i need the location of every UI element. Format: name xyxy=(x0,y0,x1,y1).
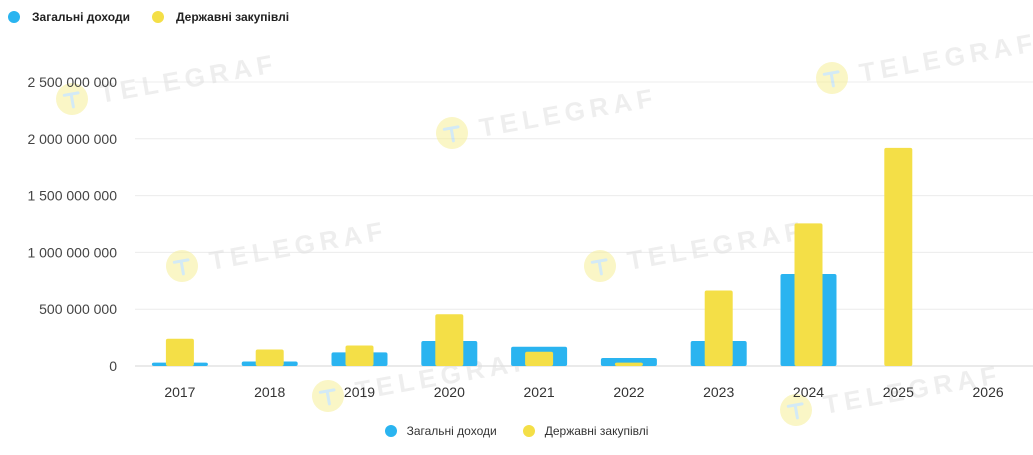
bottom-legend-label-procurement: Державні закупівлі xyxy=(544,424,649,438)
watermark-logo-mark xyxy=(318,388,336,406)
bottom-legend-dot-total-income xyxy=(384,425,397,437)
watermark-logo-mark xyxy=(822,70,840,88)
bar-procurement-2018[interactable] xyxy=(255,349,284,366)
watermark-logo-mark xyxy=(172,258,190,276)
bottom-legend-item-total-income[interactable]: Загальні доходи xyxy=(384,424,497,438)
bottom-legend-dot-procurement xyxy=(522,425,535,437)
y-tick-label: 1 000 000 000 xyxy=(27,244,117,260)
legend-item-total-income[interactable]: Загальні доходи xyxy=(8,10,130,24)
bar-procurement-2021[interactable] xyxy=(525,351,554,366)
watermark-logo-mark xyxy=(62,91,80,109)
bottom-legend: Загальні доходи Державні закупівлі xyxy=(0,424,1033,438)
watermark-logo-mark xyxy=(786,402,804,420)
legend-item-procurement[interactable]: Державні закупівлі xyxy=(151,10,290,24)
y-tick-label: 1 500 000 000 xyxy=(27,188,117,204)
y-axis-tick-labels: 0 500 000 000 1 000 000 000 1 500 000 000 2 … xyxy=(27,74,117,374)
x-tick-label: 2023 xyxy=(703,384,734,400)
bar-total-income-2022[interactable] xyxy=(600,358,657,366)
watermark-text: TELEGRAF xyxy=(97,48,280,109)
bar-procurement-2024[interactable] xyxy=(794,223,823,366)
y-tick-label: 500 000 000 xyxy=(39,301,117,317)
bar-procurement-2023[interactable] xyxy=(704,290,733,366)
bottom-legend-item-procurement[interactable]: Державні закупівлі xyxy=(522,424,649,438)
bar-procurement-2017[interactable] xyxy=(165,338,194,366)
telegraf-watermark: TELEGRAF xyxy=(584,215,808,282)
y-tick-label: 2 000 000 000 xyxy=(27,131,117,147)
x-tick-label: 2025 xyxy=(883,384,914,400)
grid-lines xyxy=(135,81,1033,367)
y-tick-label: 0 xyxy=(109,358,117,374)
x-tick-label: 2018 xyxy=(254,384,285,400)
bar-procurement-2019[interactable] xyxy=(345,345,374,366)
bar-procurement-2025[interactable] xyxy=(884,147,913,366)
legend-dot-total-income xyxy=(8,11,20,23)
y-tick-label: 2 500 000 000 xyxy=(27,74,117,90)
x-tick-label: 2020 xyxy=(434,384,465,400)
telegraf-watermark: TELEGRAF xyxy=(436,82,660,149)
x-axis-tick-labels: 2017 2018 2019 2020 2021 2022 2023 2024 2025 2026 xyxy=(164,384,1004,400)
watermark-logo-mark xyxy=(442,125,460,143)
x-tick-label: 2024 xyxy=(793,384,824,400)
top-legend: Загальні доходи Державні закупівлі xyxy=(8,10,289,24)
x-tick-label: 2022 xyxy=(613,384,644,400)
bar-procurement-2022[interactable] xyxy=(614,362,643,366)
telegraf-watermark: TELEGRAF xyxy=(816,27,1033,94)
bars xyxy=(151,147,913,366)
legend-label-procurement: Державні закупівлі xyxy=(175,10,290,24)
watermark-logo-mark xyxy=(590,258,608,276)
bar-procurement-2020[interactable] xyxy=(435,314,464,366)
watermark-text: TELEGRAF xyxy=(477,82,660,143)
x-tick-label: 2026 xyxy=(973,384,1004,400)
watermark-text: TELEGRAF xyxy=(857,27,1033,88)
watermark-text: TELEGRAF xyxy=(207,215,390,276)
x-tick-label: 2021 xyxy=(524,384,555,400)
bottom-legend-label-total-income: Загальні доходи xyxy=(406,424,497,438)
x-tick-label: 2017 xyxy=(164,384,195,400)
watermark-text: TELEGRAF xyxy=(625,215,808,276)
x-tick-label: 2019 xyxy=(344,384,375,400)
telegraf-watermark: TELEGRAF xyxy=(166,215,390,282)
legend-dot-procurement xyxy=(151,11,164,23)
legend-label-total-income: Загальні доходи xyxy=(32,10,130,24)
